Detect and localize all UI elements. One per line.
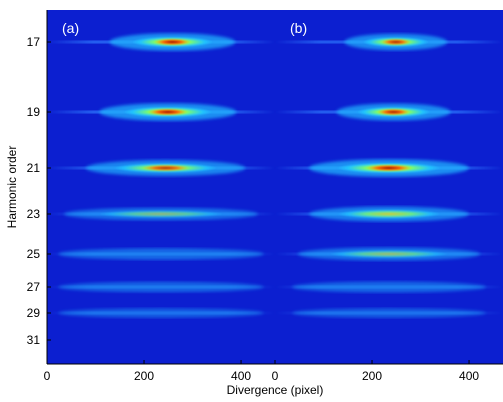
harmonic-band-hotspot <box>153 38 192 46</box>
harmonic-band-glow <box>292 308 486 318</box>
panel-b: (b) <box>275 10 503 364</box>
y-tick-label: 21 <box>27 161 41 175</box>
harmonic-band-core <box>337 209 441 219</box>
y-tick-label: 27 <box>27 280 41 294</box>
panel-b-label: (b) <box>290 20 307 36</box>
harmonic-band-glow <box>58 248 264 260</box>
harmonic-band-core <box>329 250 449 258</box>
y-tick-label: 17 <box>27 35 41 49</box>
panel-a-background <box>47 10 275 364</box>
harmonic-band-hotspot <box>376 108 411 116</box>
panel-a-label: (a) <box>62 20 79 36</box>
x-axis-label: Divergence (pixel) <box>227 383 324 397</box>
x-tick-label: 400 <box>459 369 479 383</box>
harmonic-band-hotspot <box>147 108 189 116</box>
x-tick-label: 400 <box>231 369 251 383</box>
x-tick-group: 0 200 400 0 200 400 <box>44 360 479 383</box>
y-tick-label: 29 <box>27 306 41 320</box>
harmonic-band-hotspot <box>380 38 412 46</box>
x-tick-label: 0 <box>272 369 279 383</box>
harmonic-band-glow <box>58 281 264 293</box>
y-tick-label: 19 <box>27 105 41 119</box>
harmonic-band-hotspot <box>141 164 190 172</box>
x-tick-label: 200 <box>362 369 382 383</box>
y-tick-group: 17 19 21 23 25 27 29 31 <box>27 35 51 347</box>
panel-b-background <box>275 10 503 364</box>
x-tick-label: 200 <box>134 369 154 383</box>
harmonic-band-core <box>98 210 224 218</box>
y-tick-label: 25 <box>27 247 41 261</box>
y-axis-label: Harmonic order <box>5 146 19 229</box>
panel-a: (a) <box>47 10 275 364</box>
harmonic-band-glow <box>58 308 264 318</box>
y-tick-label: 23 <box>27 207 41 221</box>
harmonic-band-hotspot <box>365 164 413 172</box>
harmonic-band-glow <box>292 281 486 293</box>
y-tick-label: 31 <box>27 333 41 347</box>
x-tick-label: 0 <box>44 369 51 383</box>
